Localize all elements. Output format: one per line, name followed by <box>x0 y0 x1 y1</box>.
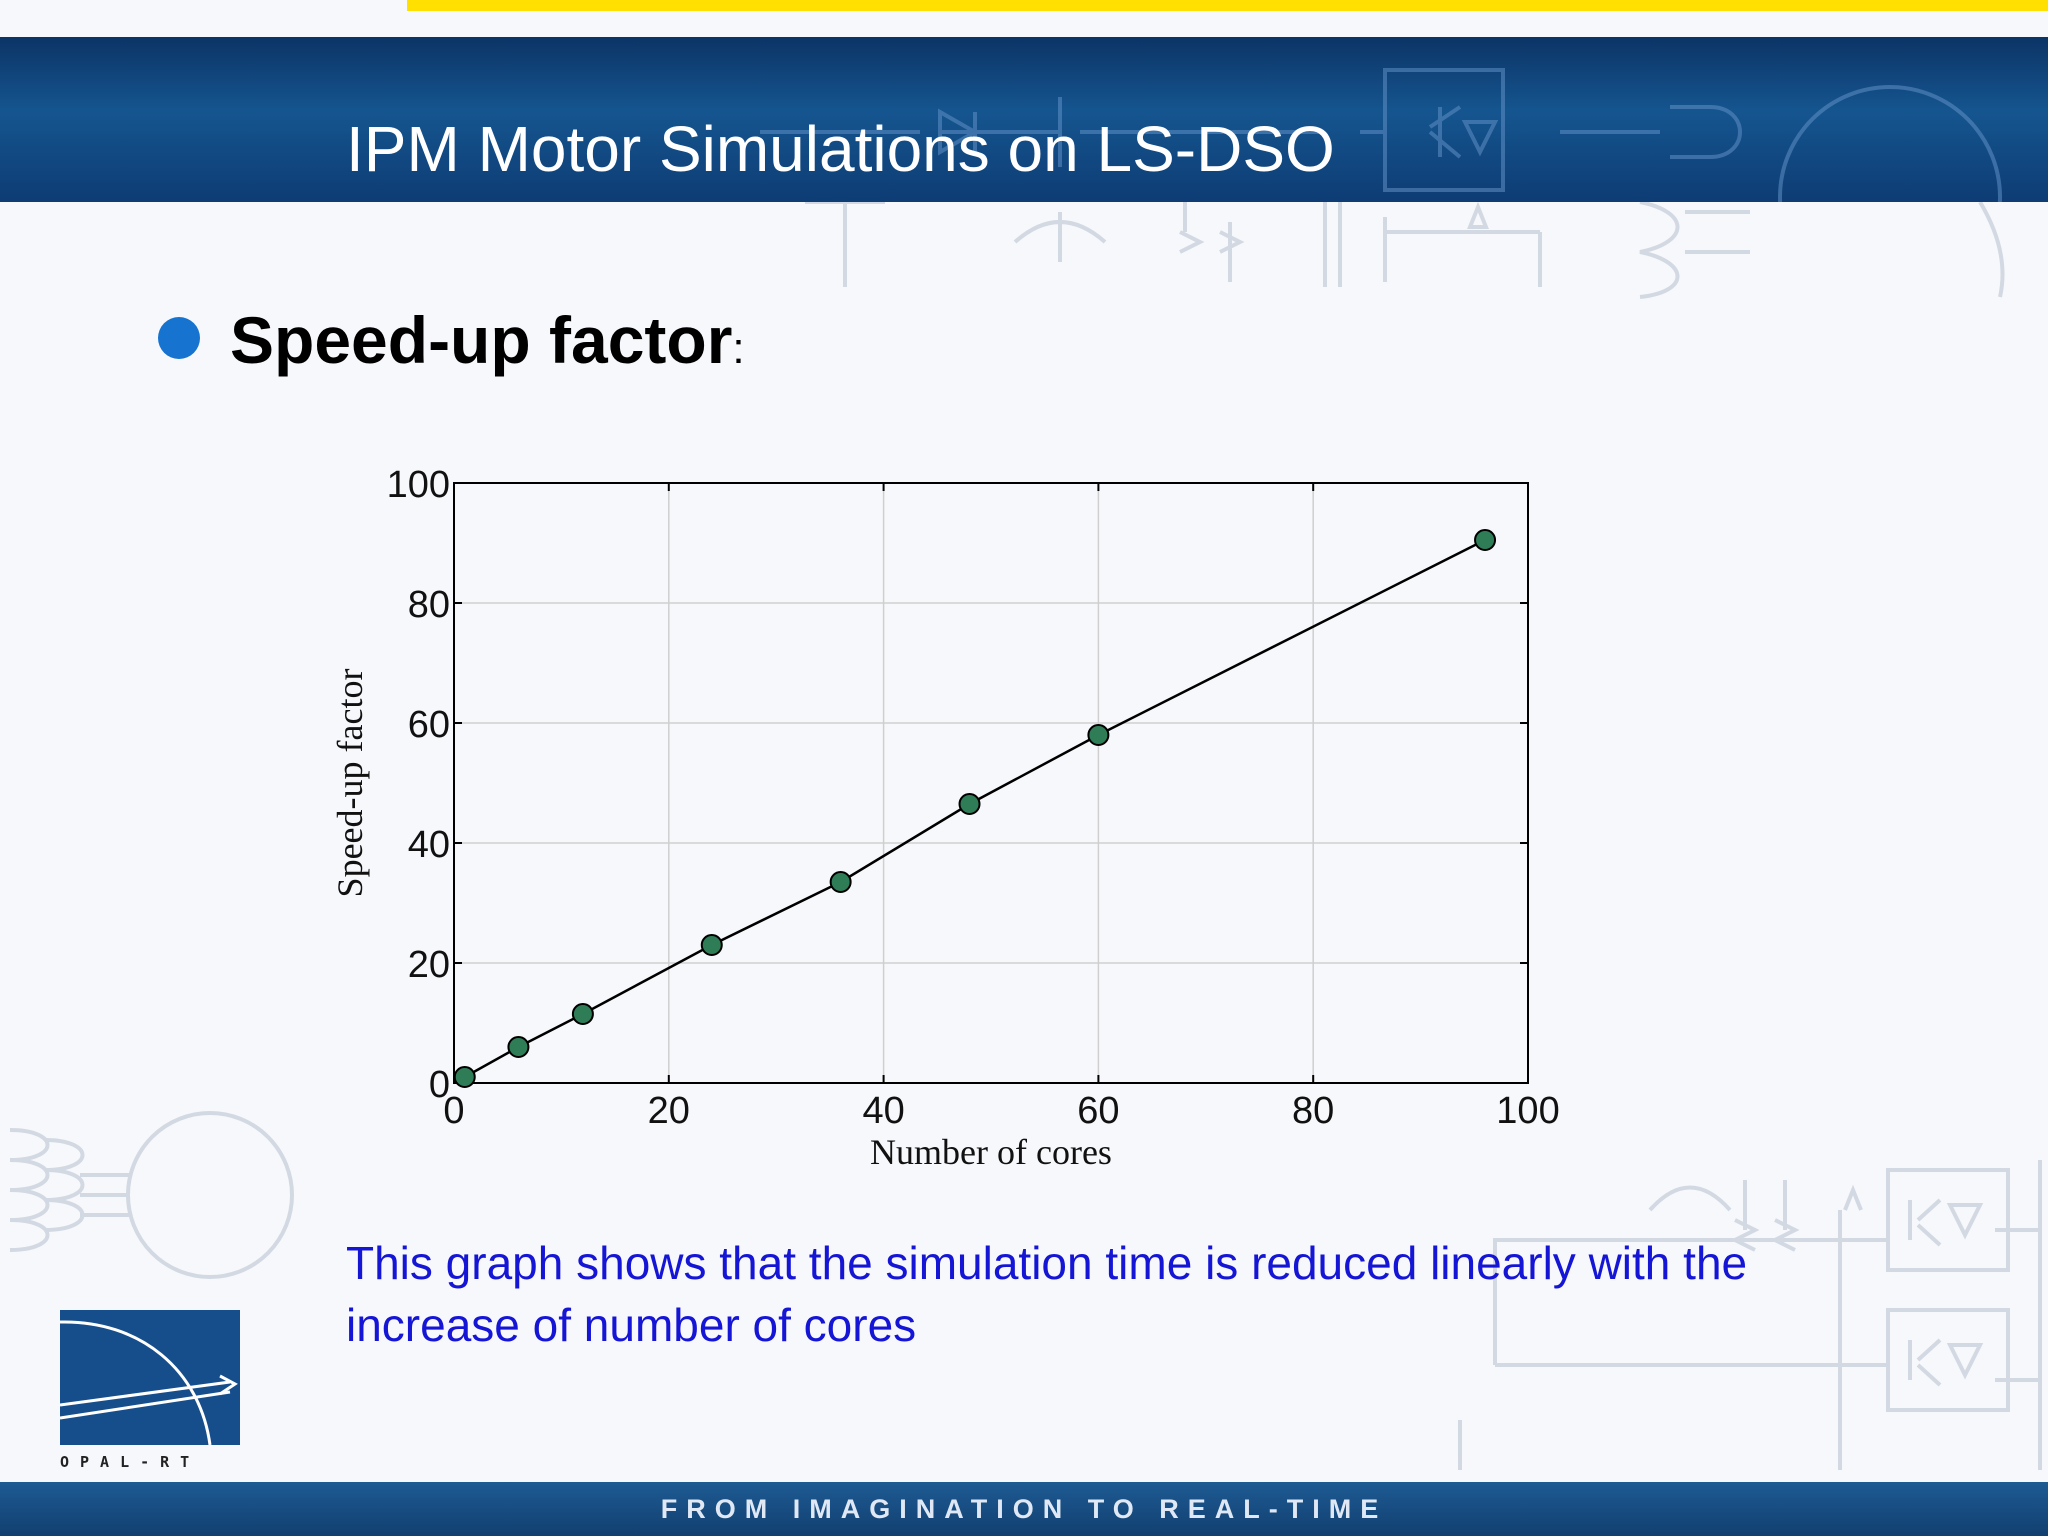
data-point <box>507 1036 530 1058</box>
data-point <box>958 793 981 815</box>
series-line <box>464 538 1486 1079</box>
x-tick-label: 0 <box>443 1090 464 1132</box>
data-point <box>700 934 723 956</box>
bullet-colon: : <box>732 324 745 373</box>
y-tick-label: 80 <box>408 584 450 626</box>
data-point <box>1087 724 1110 746</box>
x-tick-label: 80 <box>1292 1090 1334 1132</box>
data-point <box>571 1003 594 1025</box>
chart-ticks: 0 20 40 60 80 100 0 20 40 60 80 100 <box>387 464 1560 1132</box>
data-point <box>453 1066 476 1088</box>
x-axis-title: Number of cores <box>870 1132 1112 1172</box>
x-tick-label: 60 <box>1077 1090 1119 1132</box>
circuit-decoration <box>760 68 2002 202</box>
circuit-decoration <box>805 202 2005 299</box>
logo-mark <box>59 1310 240 1446</box>
y-tick-label: 20 <box>408 944 450 986</box>
header-band: IPM Motor Simulations on LS-DSO <box>0 37 2048 202</box>
bullet-dot <box>158 317 200 359</box>
circuit-decoration <box>1458 1160 2042 1470</box>
slide-title: IPM Motor Simulations on LS-DSO <box>346 113 1335 185</box>
logo-arc-icon <box>59 1320 238 1446</box>
plot-frame <box>453 482 1529 1084</box>
y-tick-label: 0 <box>429 1064 450 1106</box>
bullet-heading: Speed-up factor: <box>230 302 745 378</box>
footer-band: FROM IMAGINATION TO REAL-TIME <box>0 1482 2048 1536</box>
y-tick-label: 100 <box>387 464 450 506</box>
speedup-chart: 0 20 40 60 80 100 0 20 40 60 80 100 Number of cores… <box>330 464 1560 1172</box>
accent-bar <box>407 0 2048 11</box>
bullet-label: Speed-up factor <box>230 303 733 377</box>
x-tick-label: 100 <box>1496 1090 1559 1132</box>
chart-grid <box>453 482 1529 1084</box>
y-tick-label: 60 <box>408 704 450 746</box>
caption-text: This graph shows that the simulation tim… <box>346 1237 1748 1351</box>
opal-rt-logo: OPAL-RT <box>59 1310 240 1471</box>
logo-wordmark: OPAL-RT <box>60 1453 201 1471</box>
data-point <box>829 871 852 893</box>
data-points <box>453 529 1497 1088</box>
x-tick-label: 20 <box>648 1090 690 1132</box>
data-point <box>1474 529 1497 551</box>
circuit-decoration <box>9 1111 294 1279</box>
footer-tagline: FROM IMAGINATION TO REAL-TIME <box>660 1494 1388 1524</box>
y-tick-label: 40 <box>408 824 450 866</box>
y-axis-title: Speed-up factor <box>330 669 370 898</box>
x-tick-label: 40 <box>862 1090 904 1132</box>
